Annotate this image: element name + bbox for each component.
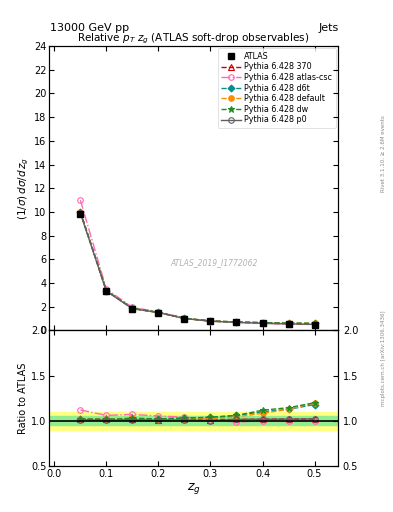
Pythia 6.428 p0 xyxy=(130,306,135,312)
Pythia 6.428 370 xyxy=(234,319,239,326)
Pythia 6.428 default xyxy=(78,209,83,215)
Pythia 6.428 p0 xyxy=(182,315,187,322)
Pythia 6.428 dw xyxy=(182,315,187,322)
Line: Pythia 6.428 atlas-csc: Pythia 6.428 atlas-csc xyxy=(77,197,317,327)
Line: Pythia 6.428 d6t: Pythia 6.428 d6t xyxy=(78,209,317,326)
Text: 13000 GeV pp: 13000 GeV pp xyxy=(50,23,129,33)
Pythia 6.428 d6t xyxy=(104,288,109,294)
Pythia 6.428 default xyxy=(130,305,135,311)
Pythia 6.428 p0 xyxy=(234,319,239,326)
Bar xyxy=(49,416,338,425)
Pythia 6.428 370 xyxy=(312,322,317,328)
Text: ATLAS_2019_I1772062: ATLAS_2019_I1772062 xyxy=(171,258,258,267)
Pythia 6.428 p0 xyxy=(312,322,317,328)
Pythia 6.428 default xyxy=(286,320,291,326)
Pythia 6.428 default xyxy=(156,309,161,315)
Pythia 6.428 370 xyxy=(260,320,265,326)
Text: Rivet 3.1.10, ≥ 2.6M events: Rivet 3.1.10, ≥ 2.6M events xyxy=(381,115,386,192)
Pythia 6.428 p0 xyxy=(104,288,109,294)
ATLAS xyxy=(182,315,187,322)
Pythia 6.428 dw xyxy=(130,305,135,311)
Title: Relative $p_T$ $z_g$ (ATLAS soft-drop observables): Relative $p_T$ $z_g$ (ATLAS soft-drop ob… xyxy=(77,32,310,46)
Line: Pythia 6.428 370: Pythia 6.428 370 xyxy=(77,209,317,327)
Pythia 6.428 370 xyxy=(130,306,135,312)
Pythia 6.428 dw xyxy=(78,209,83,215)
Pythia 6.428 d6t xyxy=(156,309,161,315)
Bar xyxy=(49,412,338,430)
Pythia 6.428 d6t xyxy=(260,319,265,326)
Pythia 6.428 atlas-csc xyxy=(104,286,109,292)
Line: Pythia 6.428 p0: Pythia 6.428 p0 xyxy=(77,210,317,327)
Pythia 6.428 d6t xyxy=(78,209,83,215)
ATLAS xyxy=(208,318,213,324)
Pythia 6.428 default xyxy=(182,315,187,322)
Pythia 6.428 d6t xyxy=(286,320,291,326)
Pythia 6.428 dw xyxy=(156,309,161,315)
Text: mcplots.cern.ch [arXiv:1306.3436]: mcplots.cern.ch [arXiv:1306.3436] xyxy=(381,311,386,406)
Pythia 6.428 atlas-csc xyxy=(260,321,265,327)
ATLAS xyxy=(130,306,135,312)
Pythia 6.428 default xyxy=(208,318,213,324)
Pythia 6.428 atlas-csc xyxy=(182,315,187,321)
Pythia 6.428 p0 xyxy=(78,210,83,216)
Pythia 6.428 d6t xyxy=(208,318,213,324)
ATLAS xyxy=(286,321,291,327)
Pythia 6.428 atlas-csc xyxy=(78,197,83,203)
ATLAS xyxy=(234,319,239,326)
Pythia 6.428 dw xyxy=(312,321,317,327)
Line: ATLAS: ATLAS xyxy=(77,211,317,327)
Line: Pythia 6.428 dw: Pythia 6.428 dw xyxy=(77,208,318,327)
Pythia 6.428 atlas-csc xyxy=(130,304,135,310)
Pythia 6.428 p0 xyxy=(208,318,213,324)
Pythia 6.428 p0 xyxy=(286,321,291,327)
Pythia 6.428 atlas-csc xyxy=(312,322,317,328)
Pythia 6.428 370 xyxy=(182,315,187,322)
Pythia 6.428 atlas-csc xyxy=(286,321,291,327)
Pythia 6.428 d6t xyxy=(234,319,239,325)
ATLAS xyxy=(104,288,109,294)
Pythia 6.428 dw xyxy=(234,319,239,325)
Pythia 6.428 d6t xyxy=(182,315,187,322)
Pythia 6.428 default xyxy=(260,319,265,326)
Pythia 6.428 atlas-csc xyxy=(234,319,239,326)
Pythia 6.428 atlas-csc xyxy=(208,318,213,324)
Pythia 6.428 default xyxy=(234,319,239,325)
Pythia 6.428 default xyxy=(312,321,317,327)
Pythia 6.428 dw xyxy=(260,319,265,326)
Pythia 6.428 d6t xyxy=(312,321,317,327)
Y-axis label: Ratio to ATLAS: Ratio to ATLAS xyxy=(18,362,28,434)
Pythia 6.428 370 xyxy=(156,309,161,315)
Pythia 6.428 370 xyxy=(286,321,291,327)
Pythia 6.428 atlas-csc xyxy=(156,309,161,315)
Pythia 6.428 d6t xyxy=(130,305,135,311)
ATLAS xyxy=(260,321,265,327)
X-axis label: $z_g$: $z_g$ xyxy=(187,481,200,497)
Pythia 6.428 370 xyxy=(78,209,83,215)
Legend: ATLAS, Pythia 6.428 370, Pythia 6.428 atlas-csc, Pythia 6.428 d6t, Pythia 6.428 : ATLAS, Pythia 6.428 370, Pythia 6.428 at… xyxy=(218,49,336,127)
Pythia 6.428 dw xyxy=(104,288,109,294)
Pythia 6.428 370 xyxy=(208,318,213,324)
ATLAS xyxy=(156,310,161,316)
Pythia 6.428 default xyxy=(104,288,109,294)
ATLAS xyxy=(312,322,317,328)
Pythia 6.428 dw xyxy=(286,320,291,326)
Y-axis label: $(1/\sigma)\,d\sigma/d\,z_g$: $(1/\sigma)\,d\sigma/d\,z_g$ xyxy=(17,157,31,220)
Pythia 6.428 dw xyxy=(208,318,213,324)
Pythia 6.428 p0 xyxy=(156,310,161,316)
Pythia 6.428 370 xyxy=(104,288,109,294)
Text: Jets: Jets xyxy=(318,23,339,33)
Pythia 6.428 p0 xyxy=(260,320,265,326)
ATLAS xyxy=(78,211,83,218)
Line: Pythia 6.428 default: Pythia 6.428 default xyxy=(77,209,317,326)
